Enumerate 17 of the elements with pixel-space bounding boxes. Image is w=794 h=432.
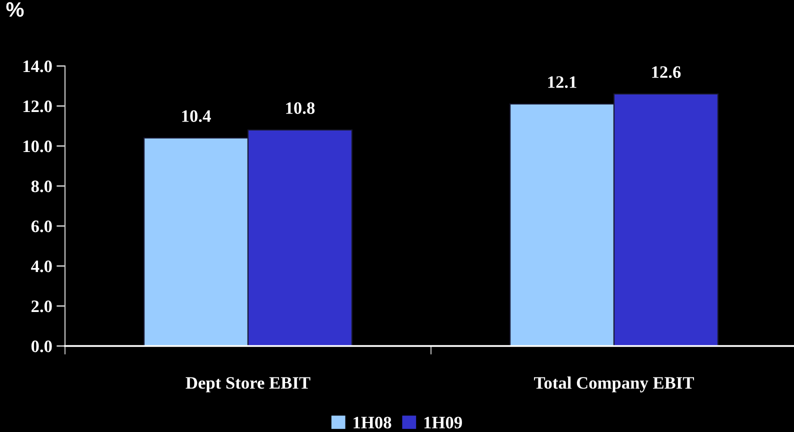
y-tick-label: 2.0: [32, 300, 52, 312]
data-label: 12.1: [548, 76, 576, 88]
y-tick-label: 12.0: [24, 100, 52, 112]
y-tick-label: 4.0: [31, 260, 52, 272]
y-tick-label: 0.0: [31, 340, 52, 352]
data-label: 10.4: [182, 110, 211, 122]
y-tick-label: 14.0: [24, 60, 52, 72]
legend-label: 1H09: [424, 416, 462, 428]
x-tick-label: Dept Store EBIT: [186, 377, 310, 392]
y-axis-title: %: [6, 2, 24, 17]
y-tick-label: 8.0: [31, 180, 52, 192]
y-tick-label: 6.0: [31, 220, 52, 232]
legend-label: 1H08: [354, 416, 392, 428]
data-label: 12.6: [652, 66, 681, 78]
data-label: 10.8: [286, 102, 315, 114]
y-tick-label: 10.0: [24, 140, 52, 152]
x-tick-label: Total Company EBIT: [534, 376, 694, 392]
